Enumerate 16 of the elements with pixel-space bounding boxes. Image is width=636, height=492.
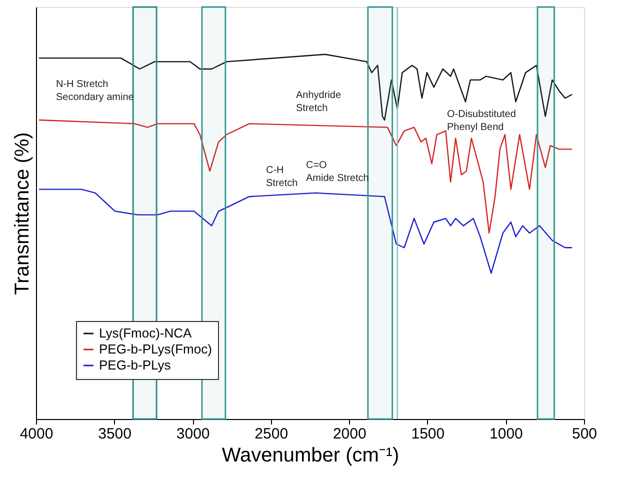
y-axis-title: Transmittance (%)	[12, 132, 34, 295]
x-axis-title: Wavenumber (cm⁻¹)	[222, 444, 400, 466]
x-tick-label: 4000	[20, 426, 54, 442]
annotation: C-H Stretch	[266, 165, 298, 189]
legend-label: PEG-b-PLys	[99, 358, 172, 372]
x-tick-label: 2000	[332, 426, 366, 442]
x-tick-label: 1500	[411, 426, 445, 442]
x-tick-label: 2500	[254, 426, 288, 442]
annotation: Anhydride Stretch	[296, 90, 342, 114]
annotation: O-Disubstituted Phenyl Bend	[447, 109, 516, 133]
legend-label: PEG-b-PLys(Fmoc)	[99, 342, 212, 356]
legend-label: Lys(Fmoc)-NCA	[99, 326, 192, 340]
x-tick-label: 500	[572, 426, 598, 442]
x-tick-label: 3500	[98, 426, 132, 442]
x-tick-label: 1000	[490, 426, 523, 442]
x-tick-label: 3000	[176, 426, 210, 442]
